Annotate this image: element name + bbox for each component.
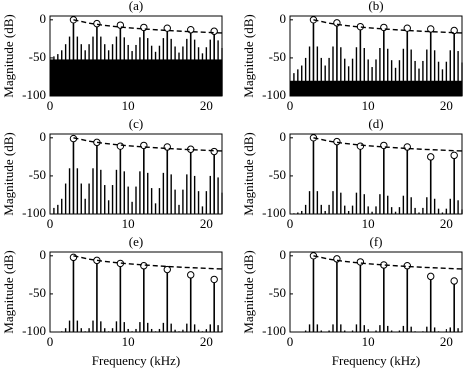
harmonic-marker <box>450 277 458 285</box>
axes-frame <box>289 15 463 97</box>
y-tick-label: -50 <box>29 49 46 64</box>
x-tick-label: 0 <box>287 98 294 113</box>
y-tick-label: -100 <box>262 205 286 220</box>
harmonic-marker <box>210 147 218 156</box>
axes-frame <box>289 133 463 215</box>
harmonic-marker <box>450 151 458 160</box>
panel-title: (b) <box>368 0 383 13</box>
y-tick-label: 0 <box>40 11 47 26</box>
y-tick-label: 0 <box>280 129 287 144</box>
envelope <box>313 255 463 270</box>
x-axis-label: Frequency (kHz) <box>92 353 180 368</box>
y-axis-label: Magnitude (dB) <box>241 250 256 333</box>
y-axis-label: Magnitude (dB) <box>1 14 16 97</box>
x-tick-label: 10 <box>122 334 135 349</box>
y-tick-label: 0 <box>280 11 287 26</box>
harmonic-marker <box>93 19 101 28</box>
harmonic-marker <box>427 153 435 161</box>
panel-title: (a) <box>129 0 143 13</box>
y-tick-label: -50 <box>269 167 286 182</box>
x-tick-label: 0 <box>287 216 294 231</box>
envelope <box>73 255 223 270</box>
x-tick-label: 0 <box>47 216 54 231</box>
x-tick-label: 20 <box>440 216 453 231</box>
panel-title: (f) <box>370 234 383 249</box>
axes-frame <box>289 251 463 333</box>
y-axis-label: Magnitude (dB) <box>241 14 256 97</box>
y-tick-label: -50 <box>269 49 286 64</box>
y-tick-label: -50 <box>269 285 286 300</box>
y-tick-label: -100 <box>262 87 286 102</box>
harmonic-marker <box>69 253 78 262</box>
envelope <box>73 19 223 34</box>
x-tick-label: 10 <box>122 216 135 231</box>
harmonic-marker <box>427 272 435 281</box>
harmonic-marker <box>163 265 171 274</box>
x-tick-label: 20 <box>200 216 213 231</box>
x-tick-label: 10 <box>362 334 375 349</box>
y-tick-label: -100 <box>22 87 46 102</box>
harmonic-marker <box>116 142 125 150</box>
harmonic-marker <box>210 27 218 35</box>
y-axis-label: Magnitude (dB) <box>241 132 256 215</box>
y-axis-label: Magnitude (dB) <box>1 250 16 333</box>
axes-frame <box>49 133 223 215</box>
x-tick-label: 10 <box>362 216 375 231</box>
envelope <box>313 19 463 34</box>
panel-title: (c) <box>129 116 143 131</box>
y-tick-label: -100 <box>22 205 46 220</box>
x-tick-label: 0 <box>287 334 294 349</box>
y-tick-label: -50 <box>29 167 46 182</box>
y-tick-label: 0 <box>40 129 47 144</box>
panel-title: (d) <box>368 116 383 131</box>
x-tick-label: 0 <box>47 334 54 349</box>
y-axis-label: Magnitude (dB) <box>1 132 16 215</box>
x-tick-label: 0 <box>47 98 54 113</box>
x-tick-label: 20 <box>440 98 453 113</box>
x-axis-label: Frequency (kHz) <box>332 353 420 368</box>
axes-frame <box>49 15 223 97</box>
harmonic-marker <box>356 142 365 150</box>
axes-frame <box>49 251 223 333</box>
envelope <box>73 137 223 152</box>
x-tick-label: 20 <box>200 98 213 113</box>
x-tick-label: 20 <box>440 334 453 349</box>
harmonic-marker <box>356 258 365 266</box>
harmonic-marker <box>333 137 341 146</box>
y-tick-label: 0 <box>280 247 287 262</box>
y-tick-label: -100 <box>262 323 286 338</box>
y-tick-label: 0 <box>40 247 47 262</box>
y-tick-label: -50 <box>29 285 46 300</box>
x-tick-label: 10 <box>122 98 135 113</box>
harmonic-marker <box>210 275 218 284</box>
panel-title: (e) <box>129 234 143 249</box>
harmonic-marker <box>427 25 435 33</box>
y-tick-label: -100 <box>22 323 46 338</box>
x-tick-label: 20 <box>200 334 213 349</box>
envelope <box>313 137 463 152</box>
harmonic-marker <box>187 271 195 279</box>
x-tick-label: 10 <box>362 98 375 113</box>
